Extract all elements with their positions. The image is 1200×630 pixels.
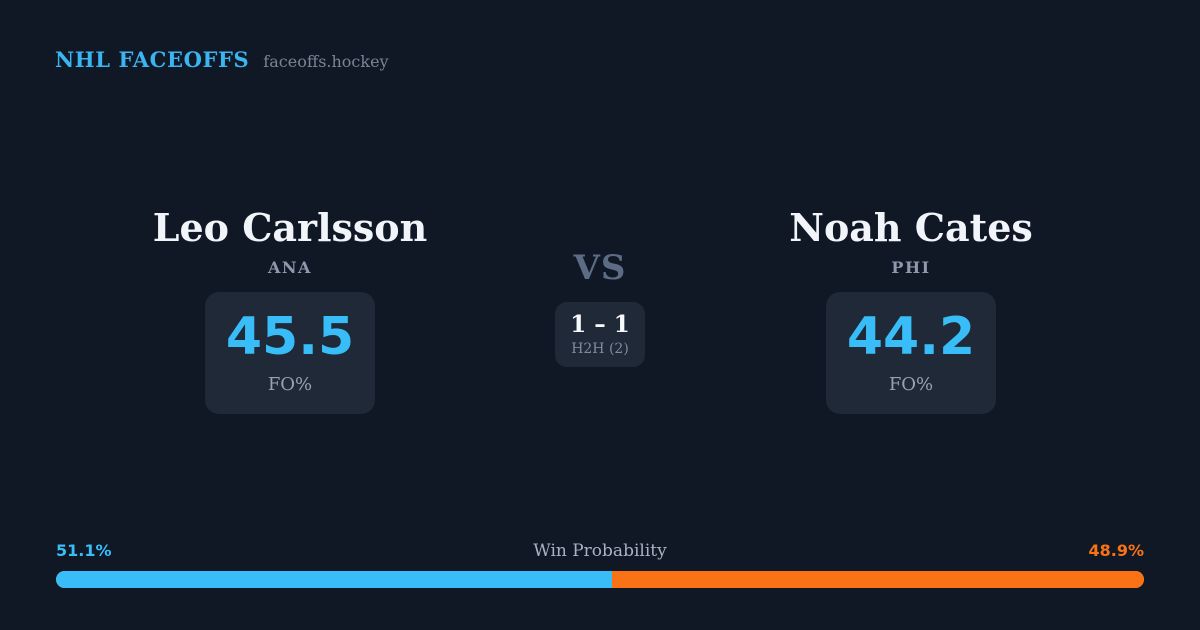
win-probability-labels: 51.1% Win Probability 48.9% (56, 541, 1144, 562)
head-to-head-badge: 1 – 1 H2H (2) (555, 302, 645, 368)
faceoff-percentage-label: FO% (267, 373, 313, 395)
player-name: Noah Cates (789, 205, 1033, 250)
player-panel-right: Noah Cates PHI 44.2 FO% (741, 205, 1081, 414)
player-team: PHI (891, 257, 931, 277)
versus-panel: VS 1 – 1 H2H (2) (540, 248, 660, 368)
player-name: Leo Carlsson (152, 205, 428, 250)
head-to-head-score: 1 – 1 (570, 311, 630, 339)
win-probability-title: Win Probability (533, 541, 667, 561)
header: NHL FACEOFFS faceoffs.hockey (55, 47, 389, 72)
faceoff-percentage-value: 45.5 (225, 306, 355, 367)
win-probability-bar-left-segment (56, 571, 612, 588)
win-probability-left-percent: 51.1% (56, 541, 112, 560)
head-to-head-label: H2H (2) (571, 341, 629, 358)
faceoff-percentage-label: FO% (888, 373, 934, 395)
win-probability-bar (56, 571, 1144, 588)
vs-label: VS (573, 248, 627, 288)
player-team: ANA (268, 257, 312, 277)
brand-title: NHL FACEOFFS (55, 47, 250, 72)
win-probability-right-percent: 48.9% (1088, 541, 1144, 560)
faceoff-percentage-value: 44.2 (846, 306, 976, 367)
player-panel-left: Leo Carlsson ANA 45.5 FO% (120, 205, 460, 414)
win-probability-bar-right-segment (611, 571, 1144, 588)
win-probability-section: 51.1% Win Probability 48.9% (56, 541, 1144, 588)
site-url: faceoffs.hockey (263, 52, 389, 71)
faceoff-stat-card: 45.5 FO% (205, 291, 375, 414)
faceoff-stat-card: 44.2 FO% (826, 291, 996, 414)
